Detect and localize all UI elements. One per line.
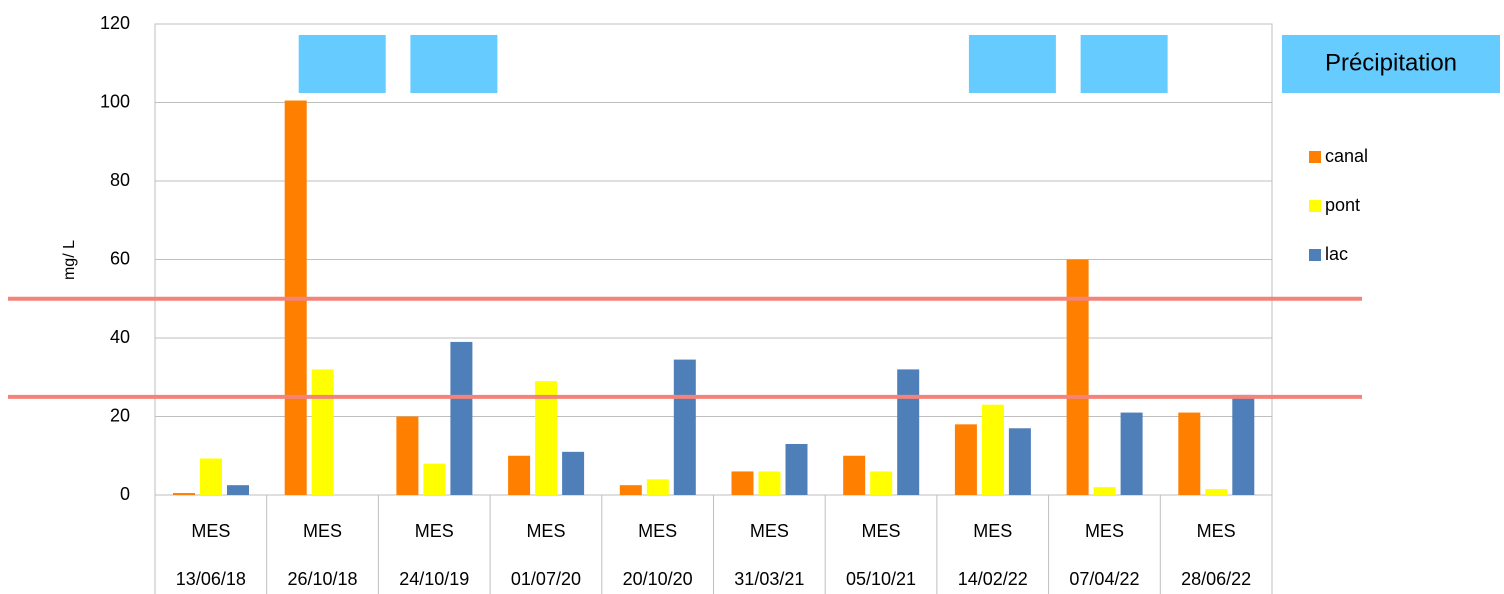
- x-tick-label: MES: [1197, 521, 1236, 541]
- bar: [870, 471, 893, 495]
- precipitation-box: [298, 35, 386, 93]
- x-tick-label: MES: [638, 521, 677, 541]
- x-date-label: 26/10/18: [288, 569, 358, 589]
- bar: [311, 369, 334, 495]
- y-tick-label: 120: [100, 13, 130, 33]
- bar: [785, 443, 808, 495]
- x-date-label: 24/10/19: [399, 569, 469, 589]
- bar: [562, 451, 585, 495]
- precipitation-box: [1080, 35, 1168, 93]
- x-tick-label: MES: [750, 521, 789, 541]
- precipitation-box: [968, 35, 1056, 93]
- y-axis-label: mg/ L: [61, 240, 78, 280]
- bar: [758, 471, 781, 495]
- precipitation-legend-label: Précipitation: [1325, 49, 1457, 76]
- x-date-label: 20/10/20: [623, 569, 693, 589]
- bar: [200, 458, 222, 495]
- y-tick-label: 100: [100, 91, 130, 111]
- precipitation-legend-box: [1282, 35, 1500, 93]
- x-date-label: 07/04/22: [1069, 569, 1139, 589]
- precipitation-box: [410, 35, 498, 93]
- y-tick-label: 0: [120, 484, 130, 504]
- x-date-label: 05/10/21: [846, 569, 916, 589]
- bar: [173, 493, 195, 495]
- bar: [673, 359, 696, 495]
- y-tick-label: 40: [110, 327, 130, 347]
- bar: [1093, 487, 1116, 495]
- legend-swatch: [1309, 151, 1321, 163]
- bar: [619, 485, 642, 495]
- bar: [396, 416, 419, 495]
- bar: [535, 381, 558, 495]
- bar: [1232, 394, 1255, 495]
- bar: [1008, 428, 1031, 495]
- x-tick-label: MES: [303, 521, 342, 541]
- y-tick-label: 60: [110, 248, 130, 268]
- x-tick-label: MES: [191, 521, 230, 541]
- y-tick-label: 80: [110, 170, 130, 190]
- x-tick-label: MES: [862, 521, 901, 541]
- bar: [1066, 259, 1089, 495]
- bar: [1205, 489, 1228, 495]
- bar: [981, 404, 1004, 495]
- x-tick-label: MES: [526, 521, 565, 541]
- bar: [646, 479, 669, 495]
- legend-label: pont: [1325, 195, 1360, 215]
- legend-label: canal: [1325, 146, 1368, 166]
- bar: [1120, 412, 1143, 495]
- legend-swatch: [1309, 200, 1321, 212]
- x-date-label: 01/07/20: [511, 569, 581, 589]
- x-tick-label: MES: [973, 521, 1012, 541]
- bar: [843, 455, 866, 495]
- y-tick-label: 20: [110, 405, 130, 425]
- bar: [897, 369, 920, 495]
- bar: [450, 341, 473, 495]
- x-date-label: 14/02/22: [958, 569, 1028, 589]
- x-date-label: 28/06/22: [1181, 569, 1251, 589]
- x-tick-label: MES: [1085, 521, 1124, 541]
- bar: [508, 455, 531, 495]
- bar: [1178, 412, 1201, 495]
- bar: [227, 485, 249, 495]
- x-tick-label: MES: [415, 521, 454, 541]
- x-date-label: 31/03/21: [734, 569, 804, 589]
- bar: [423, 463, 446, 495]
- legend-swatch: [1309, 249, 1321, 261]
- legend-label: lac: [1325, 244, 1348, 264]
- bar: [954, 424, 977, 495]
- bar: [731, 471, 754, 495]
- x-date-label: 13/06/18: [176, 569, 246, 589]
